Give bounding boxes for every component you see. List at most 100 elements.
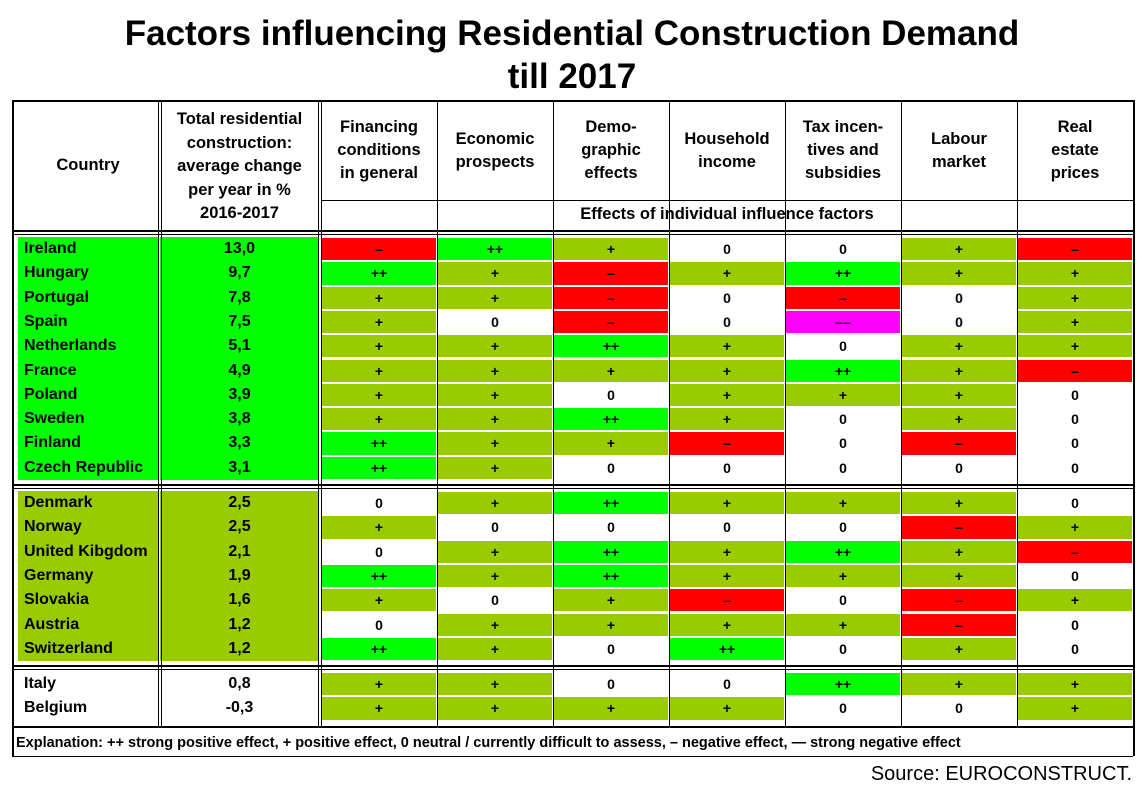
effect-cell: 0: [902, 456, 1016, 479]
effect-cell: +: [322, 310, 436, 334]
country-name: Denmark: [24, 494, 93, 511]
effect-cell: 0: [1018, 492, 1132, 515]
country-name: Ireland: [24, 240, 77, 257]
construction-change-value: -0,3: [225, 699, 254, 717]
header-factor-4-line: income: [698, 153, 756, 171]
effect-cell: +: [902, 540, 1016, 563]
effect-cell: +: [670, 492, 784, 515]
effect-cell: 0: [670, 238, 784, 261]
effect-cell: +: [786, 613, 900, 636]
effect-cell: 0: [554, 637, 668, 661]
construction-change-value: 1,9: [228, 566, 251, 584]
effect-cell: +: [902, 335, 1016, 358]
effect-cell: +: [438, 613, 552, 636]
construction-change-value: 1,6: [228, 591, 251, 609]
header-total-line: Total residential: [176, 110, 303, 128]
effect-cell: +: [438, 335, 552, 358]
header-total-line: per year in %: [188, 180, 291, 199]
effect-cell: +: [1018, 262, 1132, 285]
country-name: Czech Republic: [24, 458, 144, 476]
header-bottom-line-2: [12, 234, 1133, 235]
effect-cell: ++: [554, 492, 668, 515]
effect-cell: –: [554, 286, 668, 309]
effect-cell: 0: [786, 432, 900, 455]
effect-cell: –: [670, 432, 784, 455]
effect-cell: –: [902, 589, 1016, 612]
effect-cell: 0: [670, 286, 784, 309]
effect-cell: ++: [786, 540, 900, 563]
header-factor-5-line: Tax incen-: [802, 118, 884, 136]
effect-cell: +: [438, 637, 552, 661]
effect-cell: 0: [670, 673, 784, 696]
effect-cell: ++: [554, 564, 668, 588]
effect-cell: +: [670, 383, 784, 407]
effects-label: Effects of individual influence factors: [580, 205, 874, 223]
effect-cell: +: [554, 613, 668, 636]
group-1-country-bg: [18, 237, 158, 480]
effect-cell: 0: [438, 516, 552, 539]
header-bottom-line: [12, 230, 1133, 232]
effect-cell: –: [554, 262, 668, 285]
effect-cell: 0: [1018, 613, 1132, 636]
effect-cell: +: [670, 540, 784, 563]
construction-change-value: 7,8: [228, 288, 251, 306]
effect-cell: ++: [322, 456, 436, 479]
country-name: Spain: [24, 312, 68, 330]
effect-cell: +: [670, 564, 784, 588]
country-name: United Kibgdom: [24, 542, 148, 560]
effect-cell: +: [438, 262, 552, 285]
effect-cell: +: [670, 697, 784, 720]
group-3-value-bg: [160, 672, 319, 721]
header-total-line: construction:: [186, 133, 293, 152]
effect-cell: +: [554, 238, 668, 261]
construction-change-value: 1,2: [228, 615, 251, 633]
effect-cell: 0: [1018, 456, 1132, 479]
effect-cell: ++: [786, 359, 900, 382]
effect-cell: +: [438, 540, 552, 563]
header-factor-4-line: Household: [684, 130, 770, 148]
effect-cell: –: [902, 432, 1016, 455]
effect-cell: 0: [554, 456, 668, 479]
effect-cell: +: [322, 589, 436, 612]
effect-cell: +: [670, 262, 784, 285]
country-name: Norway: [24, 518, 82, 536]
header-factor-5-line: subsidies: [804, 164, 882, 182]
country-name: Switzerland: [24, 639, 113, 657]
construction-change-value: 3,9: [228, 385, 251, 403]
effect-cell: –: [902, 613, 1016, 636]
effect-cell: +: [1018, 310, 1132, 334]
effect-cell: +: [786, 492, 900, 515]
country-name: Hungary: [24, 264, 89, 282]
effect-cell: +: [322, 286, 436, 309]
effect-cell: +: [902, 238, 1016, 261]
effect-cell: 0: [670, 310, 784, 334]
construction-change-value: 13,0: [223, 240, 256, 257]
construction-change-value: 7,5: [228, 312, 251, 330]
effect-cell: ++: [438, 238, 552, 261]
effect-cell: +: [902, 673, 1016, 696]
explanation-bottom-line: [12, 756, 1133, 757]
effect-cell: 0: [322, 540, 436, 563]
effect-cell: –: [670, 589, 784, 612]
column-divider: [161, 100, 162, 726]
header-factor-1-line: conditions: [337, 141, 421, 159]
effect-cell: +: [1018, 589, 1132, 612]
construction-change-value: 2,5: [228, 518, 251, 536]
header-factor-7-line: Real: [1057, 118, 1093, 136]
construction-change-value: 3,8: [228, 410, 251, 428]
effect-cell: +: [670, 359, 784, 382]
effect-cell: –: [322, 238, 436, 261]
construction-change-value: 5,1: [228, 337, 251, 355]
group-separator-2: [12, 669, 1133, 670]
effect-cell: +: [554, 432, 668, 455]
header-factor-1-line: in general: [340, 164, 418, 182]
effect-cell: +: [554, 589, 668, 612]
effect-cell: 0: [322, 492, 436, 515]
effect-cell: 0: [554, 383, 668, 407]
effect-cell: 0: [786, 408, 900, 431]
column-divider: [318, 100, 319, 726]
effect-cell: 0: [786, 456, 900, 479]
effect-cell: +: [670, 335, 784, 358]
effect-cell: +: [902, 408, 1016, 431]
table-border-top: [12, 100, 1133, 102]
